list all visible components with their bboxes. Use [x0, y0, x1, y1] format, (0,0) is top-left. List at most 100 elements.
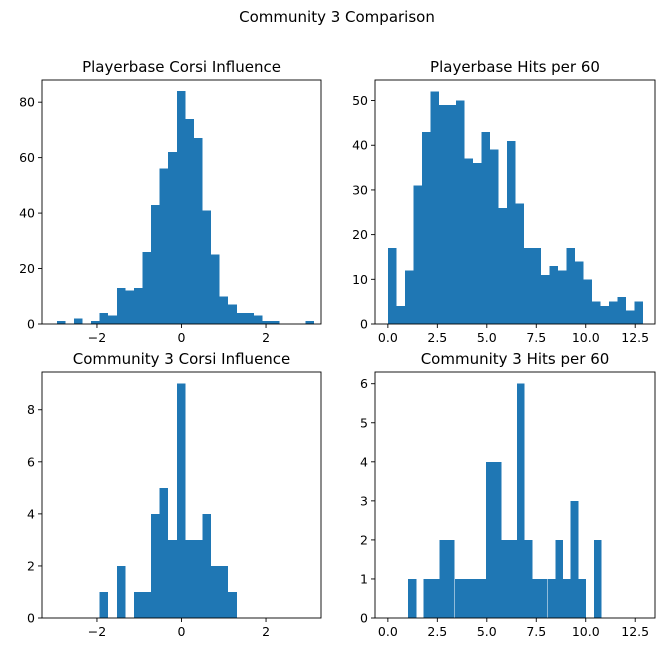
community3-corsi-y-tick-label: 4 — [27, 506, 35, 521]
playerbase-hits-axes-frame — [374, 79, 656, 325]
community3-hits-bar — [423, 578, 432, 618]
playerbase-hits-bar — [430, 91, 439, 325]
playerbase-corsi-x-tick-label: 2 — [262, 330, 270, 345]
playerbase-corsi-x-tick-label: 0 — [178, 330, 186, 345]
community3-corsi-title: Community 3 Corsi Influence — [73, 350, 291, 368]
playerbase-hits-bar — [634, 301, 644, 324]
playerbase-corsi-bar — [262, 321, 272, 324]
community3-corsi-panel: −2 0 2 0 2 4 6 8 Community 3 Corsi Influence — [27, 350, 322, 639]
community3-hits-y-tick-label: 2 — [360, 532, 368, 547]
community3-hits-bar — [454, 578, 465, 618]
community3-corsi-bar — [133, 591, 143, 618]
community3-hits-bar — [547, 578, 556, 618]
community3-corsi-bar — [185, 539, 194, 618]
playerbase-hits-bar — [506, 140, 516, 324]
community3-corsi-bar — [142, 591, 152, 618]
playerbase-hits-bar — [489, 149, 499, 324]
playerbase-corsi-bar — [133, 287, 143, 324]
playerbase-corsi-bar — [73, 318, 83, 324]
playerbase-hits-x-tick-label: 0.0 — [378, 330, 398, 345]
playerbase-hits-bar — [626, 310, 635, 324]
community3-corsi-bar — [228, 591, 237, 618]
playerbase-corsi-bar — [202, 210, 212, 324]
community3-hits-x-tick-label: 2.5 — [427, 624, 447, 639]
playerbase-corsi-bar — [305, 321, 314, 324]
playerbase-corsi-y-tick-label: 20 — [19, 261, 35, 276]
playerbase-hits-bar — [583, 279, 593, 324]
community3-hits-panel: 0.0 2.5 5.0 7.5 10.0 12.5 0 1 2 3 4 5 6 Community 3 H… — [360, 350, 656, 639]
playerbase-hits-y-tick-label: 10 — [352, 272, 368, 287]
playerbase-corsi-title: Playerbase Corsi Influence — [82, 58, 281, 76]
community3-hits-x-tick-label: 5.0 — [477, 624, 497, 639]
playerbase-hits-y-tick-label: 30 — [352, 182, 368, 197]
community3-hits-x-tick-label: 0.0 — [378, 624, 398, 639]
community3-hits-bar — [464, 578, 471, 618]
community3-hits-bar — [431, 578, 440, 618]
playerbase-corsi-bar — [185, 118, 194, 324]
playerbase-hits-bar — [447, 105, 456, 324]
playerbase-corsi-bar — [151, 204, 160, 324]
community3-corsi-x-tick-label: −2 — [88, 624, 106, 639]
community3-corsi-bar — [219, 565, 229, 618]
playerbase-corsi-bar — [116, 287, 126, 324]
playerbase-hits-y-tick-label: 0 — [360, 317, 368, 332]
playerbase-hits-x-tick-label: 12.5 — [621, 330, 649, 345]
playerbase-corsi-bar — [236, 312, 246, 324]
community3-hits-bar — [594, 539, 602, 618]
community3-hits-bar — [570, 500, 579, 618]
community3-hits-x-tick-label: 7.5 — [526, 624, 546, 639]
community3-hits-bar — [508, 539, 517, 618]
playerbase-corsi-y-tick-label: 60 — [19, 150, 35, 165]
community3-hits-bar — [486, 461, 502, 618]
playerbase-corsi-y-tick-label: 0 — [27, 317, 35, 332]
community3-hits-axes-frame — [374, 371, 656, 619]
playerbase-hits-bar — [387, 248, 397, 324]
community3-corsi-bar — [151, 513, 160, 618]
playerbase-hits-bar — [481, 131, 490, 324]
playerbase-hits-bar — [524, 248, 533, 324]
playerbase-hits-bar — [404, 270, 414, 324]
playerbase-corsi-bar — [219, 296, 229, 324]
playerbase-corsi-y-tick-label: 80 — [19, 95, 35, 110]
playerbase-corsi-bar — [271, 321, 280, 324]
community3-hits-x-tick-label: 10.0 — [572, 624, 600, 639]
playerbase-hits-bar — [396, 306, 405, 324]
playerbase-corsi-bar — [245, 312, 254, 324]
playerbase-corsi-y-tick-label: 40 — [19, 206, 35, 221]
community3-corsi-x-tick-label: 2 — [262, 624, 270, 639]
playerbase-corsi-bar — [211, 254, 220, 324]
community3-hits-y-tick-label: 5 — [360, 415, 368, 430]
community3-hits-bar — [470, 578, 487, 618]
community3-hits-y-tick-label: 1 — [360, 571, 368, 586]
community3-corsi-bar — [168, 539, 177, 618]
playerbase-hits-bar — [609, 301, 618, 324]
community3-corsi-y-tick-label: 0 — [27, 611, 35, 626]
community3-corsi-bar — [159, 487, 169, 618]
playerbase-hits-y-tick-label: 20 — [352, 227, 368, 242]
playerbase-corsi-bar — [108, 315, 117, 324]
playerbase-corsi-bar — [56, 321, 66, 324]
playerbase-corsi-x-tick-label: −2 — [88, 330, 106, 345]
playerbase-hits-x-tick-label: 7.5 — [526, 330, 546, 345]
playerbase-hits-bar — [421, 131, 431, 324]
community3-hits-y-tick-label: 6 — [360, 376, 368, 391]
playerbase-hits-bar — [413, 185, 422, 324]
community3-hits-bar — [563, 578, 571, 618]
community3-hits-bar — [516, 383, 525, 618]
community3-hits-bar — [532, 578, 548, 618]
playerbase-corsi-bar — [176, 91, 186, 324]
community3-hits-title: Community 3 Hits per 60 — [421, 350, 610, 368]
playerbase-hits-bar — [532, 248, 542, 324]
community3-corsi-x-tick-label: 0 — [178, 624, 186, 639]
playerbase-hits-bar — [617, 297, 627, 324]
playerbase-corsi-bar — [159, 168, 169, 324]
playerbase-hits-bar — [472, 163, 482, 324]
community3-corsi-bar — [176, 383, 186, 618]
playerbase-hits-x-tick-label: 2.5 — [427, 330, 447, 345]
playerbase-hits-x-tick-label: 10.0 — [572, 330, 600, 345]
community3-hits-bar — [578, 578, 587, 618]
community3-hits-bar — [555, 539, 564, 618]
community3-corsi-bar — [202, 513, 212, 618]
playerbase-corsi-bar — [228, 304, 237, 324]
